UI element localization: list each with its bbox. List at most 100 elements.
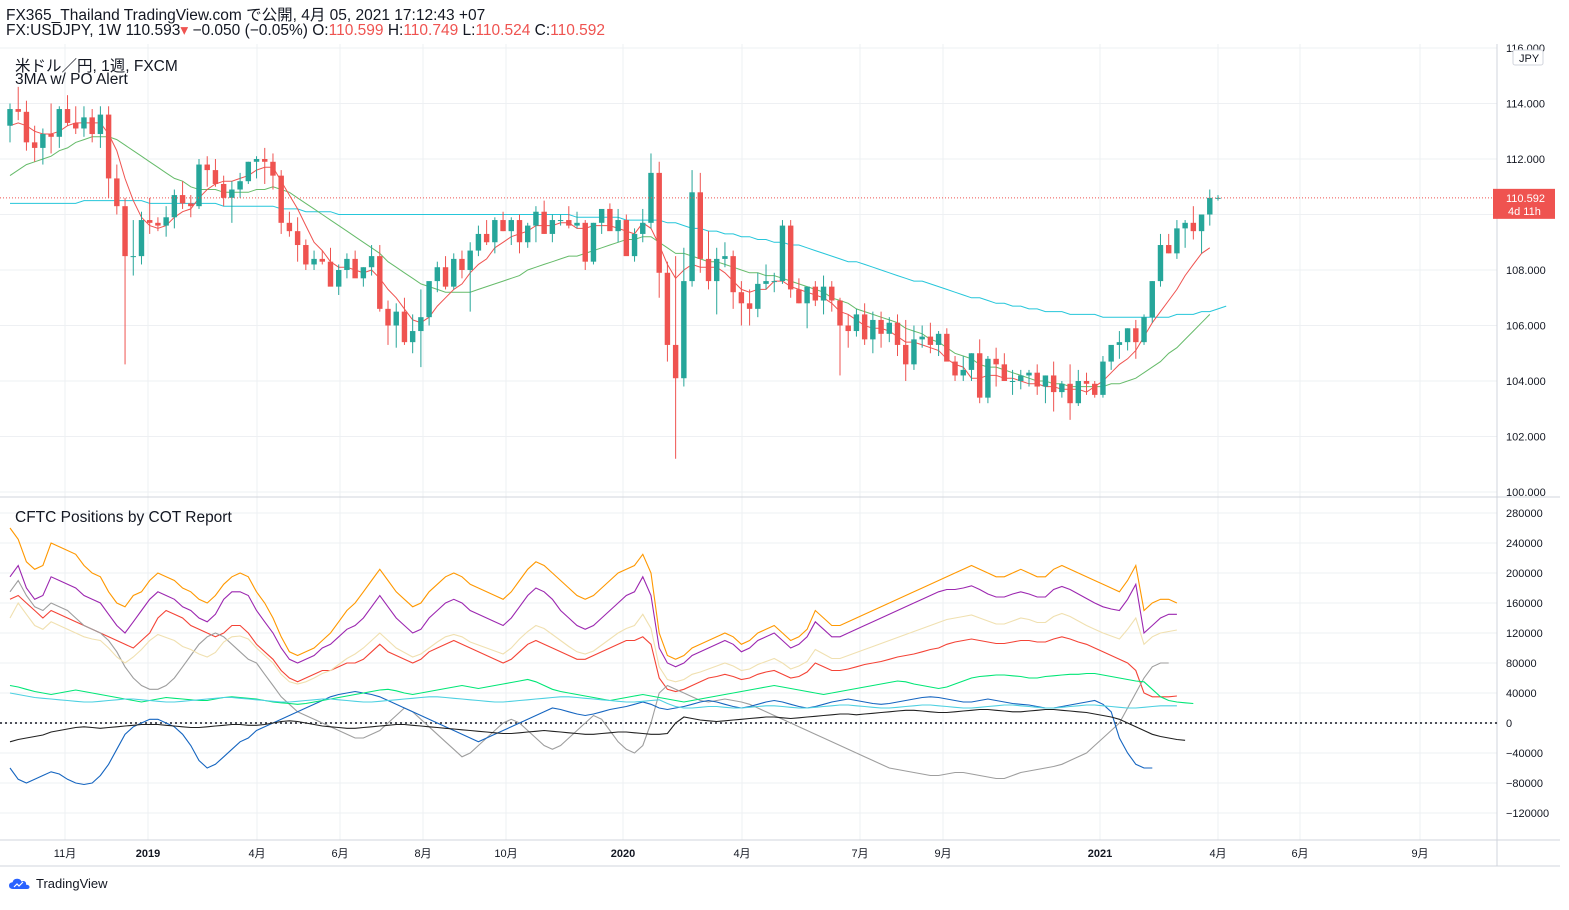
candle-body [1083, 381, 1090, 384]
chart-background [0, 44, 1560, 896]
candle-body [146, 220, 153, 223]
candle-body [976, 353, 983, 398]
candle-body [155, 222, 161, 226]
indicator-title[interactable]: 3MA w/ PO Alert [15, 71, 128, 88]
time-axis-tick: 9月 [934, 848, 951, 860]
candle-body [861, 314, 868, 340]
candle-body [598, 208, 605, 223]
candle-body [1133, 328, 1139, 343]
candle-body [870, 319, 876, 340]
candle-body [952, 361, 958, 376]
price-axis-tick: 114.000 [1506, 99, 1545, 111]
candle-body [1026, 372, 1032, 376]
candle-body [1124, 328, 1131, 343]
cot-series-line [9, 708, 1186, 743]
candle-body [500, 220, 506, 232]
candle-body [393, 311, 399, 326]
cot-axis-tick: 160000 [1506, 598, 1543, 610]
price-axis-tick: 100.000 [1506, 487, 1546, 499]
price-axis-tick: 104.000 [1506, 376, 1546, 388]
candle-body [442, 267, 449, 287]
time-axis-tick: 2021 [1088, 848, 1112, 860]
candle-body [755, 283, 761, 309]
candle-body [89, 117, 95, 135]
candle-body [475, 233, 482, 251]
candle-body [631, 233, 638, 257]
candle-body [196, 164, 202, 207]
brand-name: TradingView [36, 876, 108, 891]
candle-body [516, 220, 523, 243]
candle-body [97, 114, 104, 135]
low-value: 110.524 [475, 22, 531, 39]
candle-body [1149, 281, 1155, 318]
price-pane-title: 米ドル／円, 1週, FXCM [15, 58, 178, 75]
candle-body [245, 161, 252, 182]
candle-body [171, 195, 178, 218]
candle-body [648, 172, 654, 223]
candle-body [56, 109, 63, 137]
candle-body [746, 303, 753, 309]
candle-body [714, 258, 720, 282]
cot-series-line [9, 601, 1177, 685]
candle-body [829, 286, 835, 301]
candle-body [179, 195, 186, 204]
candle-body [566, 220, 572, 226]
candle-body [853, 314, 860, 332]
last-price-value: 110.592 [1506, 193, 1545, 205]
candle-body [1174, 228, 1180, 254]
candle-body [763, 281, 769, 284]
cot-pane-title[interactable]: CFTC Positions by COT Report [15, 509, 232, 526]
ohlc-header: FX:USDJPY, 1W 110.593▾ −0.050 (−0.05%) O… [6, 21, 605, 40]
time-axis-tick: 6月 [331, 848, 348, 860]
high-value: 110.749 [403, 22, 459, 39]
time-axis-tick: 4月 [733, 848, 750, 860]
candle-body [451, 258, 457, 287]
candle-body [237, 181, 243, 190]
price-axis-tick: 106.000 [1506, 321, 1546, 333]
candle-body [401, 311, 408, 343]
candle-body [377, 256, 383, 309]
candle-body [229, 189, 235, 198]
candle-body [434, 267, 441, 282]
candle-body [1059, 383, 1065, 393]
candle-body [590, 222, 597, 262]
candle-body [368, 256, 375, 268]
low-label: L: [462, 22, 476, 39]
candle-body [385, 308, 391, 326]
symbol-label[interactable]: FX:USDJPY, 1W [6, 22, 122, 39]
candle-body [1207, 197, 1213, 215]
candle-body [993, 358, 999, 365]
candle-body [360, 267, 367, 279]
currency-box[interactable] [1512, 49, 1544, 66]
candle-body [525, 225, 531, 243]
candle-body [911, 339, 917, 365]
candle-body [730, 256, 736, 293]
candle-body [878, 319, 884, 334]
down-arrow-icon: ▾ [180, 22, 189, 39]
close-value: 110.592 [550, 22, 606, 39]
candle-body [122, 206, 128, 257]
candle-body [574, 222, 580, 226]
candle-body [48, 134, 54, 137]
candle-body [640, 222, 646, 234]
candle-body [722, 256, 728, 259]
candle-body [919, 336, 925, 340]
candle-body [327, 261, 334, 287]
time-axis-tick: 11月 [54, 848, 76, 860]
time-axis-tick: 4月 [248, 848, 265, 860]
candle-body [1009, 381, 1016, 382]
cot-series-line [9, 690, 1153, 786]
candle-body [557, 220, 564, 222]
close-label: C: [534, 22, 551, 39]
candle-body [73, 122, 79, 129]
candle-body [787, 225, 794, 290]
candle-body [1108, 344, 1114, 362]
time-axis-tick: 4月 [1209, 848, 1226, 860]
price-axis-tick: 108.000 [1506, 265, 1546, 277]
open-value: 110.599 [328, 22, 384, 39]
cot-axis-tick: 280000 [1506, 508, 1543, 520]
candle-body [944, 333, 950, 362]
time-axis-tick: 8月 [414, 848, 431, 860]
tradingview-logo: TradingView [8, 876, 108, 891]
